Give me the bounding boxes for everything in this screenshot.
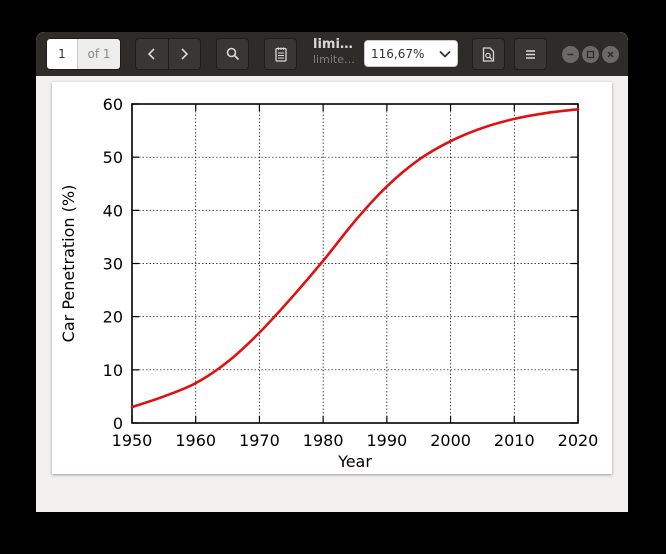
x-tick-label: 1970 (239, 431, 280, 450)
page-navigation (135, 38, 201, 70)
y-axis-label: Car Penetration (%) (59, 185, 78, 343)
zoom-selector[interactable]: 116,67% (364, 40, 458, 67)
sidebar-toggle-button[interactable] (472, 38, 505, 70)
minimize-icon (567, 53, 574, 56)
maximize-button[interactable] (582, 46, 599, 63)
chevron-right-icon (181, 48, 189, 60)
y-tick-label: 0 (113, 414, 123, 433)
chevron-left-icon (147, 48, 155, 60)
document-icon (482, 46, 495, 62)
menu-button[interactable] (514, 38, 547, 70)
x-tick-label: 1950 (112, 431, 153, 450)
x-tick-label: 2020 (558, 431, 599, 450)
y-tick-label: 10 (103, 361, 123, 380)
zoom-level: 116,67% (371, 46, 425, 61)
document-title-main: limi… (313, 37, 353, 52)
search-icon (226, 47, 239, 61)
hamburger-menu-icon (526, 49, 535, 59)
next-page-button[interactable] (167, 39, 201, 69)
x-tick-label: 1990 (366, 431, 407, 450)
x-tick-label: 2000 (430, 431, 471, 450)
x-tick-label: 1960 (175, 431, 216, 450)
close-icon (607, 51, 614, 58)
document-viewer-window: of 1 limi… limite… 116,67% (36, 32, 628, 512)
header-bar: of 1 limi… limite… 116,67% (36, 32, 628, 76)
y-tick-label: 30 (103, 255, 123, 274)
y-tick-label: 60 (103, 95, 123, 114)
line-chart: 1950 1960 1970 1980 1990 2000 2010 2020 0 10 20 30 4… (59, 95, 599, 471)
maximize-icon (586, 50, 595, 59)
minimize-button[interactable] (562, 46, 579, 63)
series-line (130, 108, 580, 409)
annotations-icon (274, 47, 287, 62)
annotations-button[interactable] (264, 38, 297, 70)
x-axis-label: Year (337, 452, 372, 471)
document-title: limi… limite… (313, 37, 361, 66)
page-count-label: of 1 (77, 39, 120, 69)
y-tick-label: 20 (103, 308, 123, 327)
document-page: 1950 1960 1970 1980 1990 2000 2010 2020 0 10 20 30 4… (52, 82, 612, 474)
document-title-sub: limite… (313, 53, 355, 66)
y-tick-label: 50 (103, 148, 123, 167)
previous-page-button[interactable] (136, 39, 168, 69)
search-button[interactable] (216, 38, 249, 70)
x-tick-label: 1980 (303, 431, 344, 450)
close-button[interactable] (602, 46, 619, 63)
chevron-down-icon (439, 50, 451, 58)
x-tick-label: 2010 (494, 431, 535, 450)
y-tick-label: 40 (103, 201, 123, 220)
page-selector: of 1 (46, 38, 121, 70)
page-number-input[interactable] (47, 39, 77, 69)
